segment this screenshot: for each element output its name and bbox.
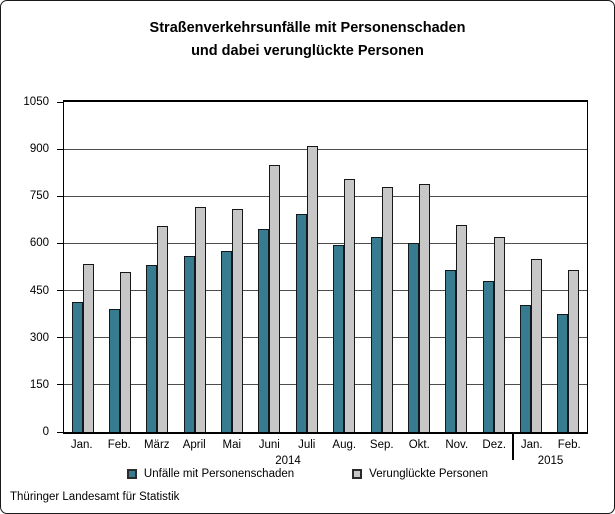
- y-tick-mark-600: [57, 242, 63, 244]
- bar-group-jan-12: [512, 102, 549, 432]
- x-tick-label-8: Sep.: [369, 439, 394, 451]
- bar-verunglueckte-10: [456, 224, 468, 432]
- bar-unfaelle-10: [445, 270, 457, 432]
- x-tick-label-2: März: [143, 439, 170, 451]
- y-tick-mark-1050: [57, 101, 63, 103]
- y-tick-mark-900: [57, 148, 63, 150]
- year-separator-line: [512, 434, 514, 460]
- gridline-450: [64, 290, 587, 292]
- bar-unfaelle-5: [258, 229, 270, 432]
- source-credit: Thüringer Landesamt für Statistik: [10, 491, 180, 503]
- bar-unfaelle-6: [295, 213, 307, 432]
- bar-verunglueckte-5: [269, 164, 281, 432]
- bar-verunglueckte-3: [194, 207, 206, 432]
- y-tick-label-600: 600: [29, 237, 49, 250]
- x-tick-label-6: Juli: [298, 439, 316, 451]
- chart-title-line1: Straßenverkehrsunfälle mit Personenschad…: [149, 20, 466, 36]
- bar-unfaelle-8: [370, 237, 382, 432]
- y-tick-label-0: 0: [42, 426, 49, 438]
- bar-unfaelle-13: [557, 314, 569, 432]
- bar-unfaelle-12: [519, 304, 531, 432]
- bar-group-jan-0: [64, 102, 101, 432]
- bar-group-feb-1: [101, 102, 138, 432]
- x-tick-label-7: Aug.: [332, 439, 357, 451]
- y-tick-label-750: 750: [29, 190, 49, 203]
- legend-label-0: Unfälle mit Personenschaden: [143, 468, 295, 480]
- x-tick-label-4: Mai: [222, 439, 242, 451]
- legend-swatch-icon: [126, 469, 137, 479]
- x-tick-label-13: Feb.: [557, 439, 581, 451]
- y-tick-label-300: 300: [29, 331, 49, 344]
- x-tick-label-11: Dez.: [482, 439, 507, 451]
- y-tick-label-150: 150: [29, 378, 49, 391]
- chart-title-line2: und dabei verunglückte Personen: [191, 43, 424, 59]
- bars-container: [64, 102, 587, 432]
- legend-item-1: Verunglückte Personen: [352, 468, 488, 480]
- y-tick-mark-300: [57, 337, 63, 339]
- bar-verunglueckte-9: [418, 183, 430, 432]
- bar-verunglueckte-6: [306, 146, 318, 432]
- x-tick-label-3: April: [182, 439, 206, 451]
- x-axis: Jan. Feb. März April Mai Juni Juli Aug. Sep. Okt.…: [63, 439, 588, 453]
- y-tick-label-450: 450: [29, 284, 49, 297]
- bar-unfaelle-1: [109, 309, 121, 432]
- gridline-150: [64, 384, 587, 386]
- bar-verunglueckte-13: [568, 270, 580, 432]
- bar-group-juni-5: [251, 102, 288, 432]
- bar-group-okt-9: [400, 102, 437, 432]
- y-tick-label-900: 900: [29, 143, 49, 156]
- bar-group-nov-10: [438, 102, 475, 432]
- bar-verunglueckte-11: [493, 237, 505, 432]
- bar-verunglueckte-2: [157, 226, 169, 432]
- y-tick-mark-0: [57, 431, 63, 433]
- plot-area: [63, 100, 588, 434]
- bar-group-aug-7: [326, 102, 363, 432]
- bar-unfaelle-0: [71, 301, 83, 432]
- bar-verunglueckte-0: [82, 263, 94, 432]
- chart-title: Straßenverkehrsunfälle mit Personenschad…: [1, 17, 614, 63]
- bar-group-feb-13: [550, 102, 587, 432]
- x-tick-label-5: Juni: [258, 439, 280, 451]
- year-label-2015: 2015: [537, 455, 564, 467]
- x-tick-label-10: Nov.: [445, 439, 469, 451]
- x-tick-label-0: Jan.: [70, 439, 93, 451]
- bar-unfaelle-4: [221, 251, 233, 432]
- bar-verunglueckte-8: [381, 186, 393, 432]
- x-tick-label-12: Jan.: [520, 439, 543, 451]
- y-axis: 0 150 300 450 600 750 900 1050: [19, 96, 63, 438]
- bar-verunglueckte-12: [530, 259, 542, 432]
- gridline-600: [64, 242, 587, 244]
- y-tick-mark-750: [57, 195, 63, 197]
- x-tick-label-9: Okt.: [408, 439, 430, 451]
- gridline-300: [64, 337, 587, 339]
- y-tick-mark-150: [57, 384, 63, 386]
- bar-verunglueckte-7: [344, 179, 356, 432]
- bar-unfaelle-7: [333, 245, 345, 432]
- bar-group-dez-11: [475, 102, 512, 432]
- bar-unfaelle-2: [146, 265, 158, 432]
- gridline-900: [64, 148, 587, 150]
- bar-unfaelle-3: [183, 256, 195, 432]
- year-label-2014: 2014: [275, 455, 301, 467]
- bar-group-juli-6: [288, 102, 325, 432]
- legend: Unfälle mit Personenschaden Verunglückte …: [1, 468, 614, 480]
- gridline-750: [64, 195, 587, 197]
- bar-unfaelle-9: [407, 243, 419, 432]
- bar-verunglueckte-4: [232, 208, 244, 432]
- legend-item-0: Unfälle mit Personenschaden: [126, 468, 295, 480]
- bar-group-april-3: [176, 102, 213, 432]
- y-tick-label-1050: 1050: [23, 96, 49, 108]
- x-tick-label-1: Feb.: [107, 439, 131, 451]
- legend-swatch-icon: [352, 469, 363, 479]
- bar-unfaelle-11: [482, 281, 494, 432]
- bar-group-märz-2: [139, 102, 176, 432]
- y-tick-mark-450: [57, 290, 63, 292]
- legend-label-1: Verunglückte Personen: [369, 468, 489, 480]
- bar-verunglueckte-1: [120, 271, 132, 432]
- bar-group-mai-4: [213, 102, 250, 432]
- bar-group-sep-8: [363, 102, 400, 432]
